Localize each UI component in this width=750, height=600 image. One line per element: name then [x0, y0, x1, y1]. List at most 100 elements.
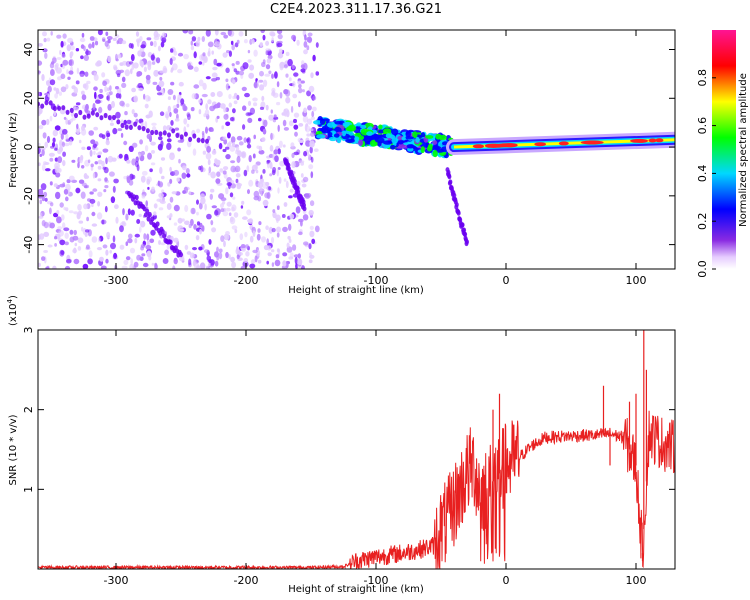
- spectrogram-noise-speck: [140, 220, 146, 228]
- spectrogram-noise-speck: [198, 109, 202, 115]
- spectrogram-noise-speck: [50, 31, 53, 36]
- spectrogram-noise-speck: [145, 200, 148, 207]
- spectrogram-noise-speck: [308, 128, 314, 132]
- spectrogram-noise-speck: [242, 105, 247, 111]
- spectrogram-noise-speck: [166, 142, 172, 150]
- spectrogram-noise-speck: [76, 67, 80, 75]
- spectrogram-noise-speck: [158, 80, 165, 88]
- spectrogram-x-ticks: -300 -200 -100 0 100: [104, 30, 647, 287]
- spectrogram-noise-speck: [191, 36, 197, 42]
- spectrogram-noise-speck: [202, 82, 207, 90]
- spectrogram-noise-speck: [66, 44, 72, 52]
- spectrogram-noise-speck: [67, 37, 74, 44]
- spectrogram-streak-mark: [124, 124, 129, 130]
- spectrogram-noise-speck: [270, 109, 273, 114]
- spectrogram-noise-speck: [135, 31, 140, 37]
- spectrogram-noise-speck: [243, 258, 249, 263]
- spectrogram-noise-speck: [255, 169, 259, 174]
- spectrogram-noise-speck: [251, 259, 256, 265]
- spectrogram-noise-speck: [77, 246, 82, 251]
- spectrogram-band-mark: [439, 134, 447, 141]
- spectrogram-noise-speck: [285, 96, 291, 104]
- spectrogram-noise-speck: [227, 132, 231, 139]
- spectrogram-noise-speck: [181, 172, 187, 179]
- spectrogram-noise-speck: [205, 152, 212, 160]
- snr-x-ticks: -300 -200 -100 0 100: [104, 330, 647, 587]
- spectrogram-noise-speck: [276, 248, 280, 253]
- spectrogram-streak-mark: [99, 115, 104, 121]
- spectrogram-band-mark: [345, 138, 355, 143]
- spectrogram-noise-speck: [306, 90, 312, 97]
- spectrogram-peak-mark: [648, 138, 657, 143]
- spectrogram-streak-mark: [40, 103, 45, 109]
- spectrogram-noise-speck: [225, 78, 229, 83]
- spectrogram-noise-speck: [189, 252, 195, 259]
- spectrogram-noise-speck: [133, 112, 138, 118]
- spectrogram-noise-speck: [146, 133, 152, 140]
- spectrogram-noise-speck: [312, 54, 316, 62]
- spectrogram-noise-speck: [213, 58, 218, 66]
- spectrogram-noise-speck: [290, 105, 294, 113]
- colorbar-tick-label: 0.8: [696, 69, 709, 87]
- spectrogram-noise-speck: [265, 104, 269, 111]
- spectrogram-noise-speck: [215, 178, 221, 184]
- spectrogram-noise-speck: [310, 171, 314, 179]
- spectrogram-noise-speck: [282, 252, 288, 257]
- spectrogram-noise-speck: [87, 258, 93, 265]
- spectrogram-noise-speck: [225, 207, 231, 212]
- spectrogram-streak-mark: [162, 130, 167, 136]
- spectrogram-noise-speck: [253, 81, 259, 89]
- spectrogram-noise-speck: [133, 62, 139, 69]
- spectrogram-noise-speck: [91, 41, 95, 49]
- spectrogram-noise-speck: [40, 147, 46, 151]
- spectrogram-noise-speck: [139, 139, 144, 145]
- spectrogram-noise-speck: [126, 119, 132, 125]
- spectrogram-noise-speck: [187, 113, 191, 121]
- spectrogram-noise-speck: [135, 156, 139, 163]
- spectrogram-noise-speck: [184, 220, 190, 226]
- spectrogram-noise-speck: [262, 34, 266, 41]
- spectrogram-noise-speck: [64, 265, 71, 269]
- spectrogram-band-mark: [390, 144, 396, 150]
- spectrogram-noise-speck: [177, 217, 183, 224]
- colorbar: 0.0 0.2 0.4 0.6 0.8 Normalized spectral ampl…: [696, 30, 749, 278]
- spectrogram-noise-speck: [62, 160, 66, 167]
- spectrogram-streak-mark: [454, 202, 459, 208]
- spectrogram-noise-speck: [136, 219, 141, 224]
- spectrogram-noise-speck: [97, 154, 101, 159]
- spectrogram-noise-speck: [281, 265, 288, 269]
- spectrogram-noise-speck: [188, 258, 192, 266]
- spectrogram-noise-speck: [130, 209, 135, 216]
- spectrogram-noise-speck: [112, 185, 116, 193]
- spectrogram-streak-mark: [463, 231, 468, 237]
- spectrogram-noise-speck: [173, 204, 180, 212]
- spectrogram-noise-speck: [218, 252, 223, 260]
- spectrogram-noise-speck: [85, 244, 90, 250]
- spectrogram-noise-speck: [97, 94, 104, 99]
- spectrogram-noise-speck: [176, 177, 180, 182]
- spectrogram-noise-speck: [265, 50, 268, 56]
- spectrogram-noise-speck: [105, 139, 110, 146]
- spectrogram-noise-speck: [50, 69, 55, 76]
- spectrogram-noise-speck: [140, 60, 144, 68]
- spectrogram-noise-speck: [121, 265, 128, 269]
- spectrogram-noise-speck: [270, 236, 275, 244]
- spectrogram-noise-speck: [54, 236, 58, 240]
- spectrogram-noise-speck: [65, 133, 69, 140]
- spectrogram-noise-speck: [186, 173, 191, 178]
- spectrogram-noise-speck: [207, 262, 211, 266]
- spectrogram-band-mark: [327, 122, 336, 128]
- spectrogram-noise-speck: [301, 183, 307, 188]
- spectrogram-noise-speck: [190, 207, 196, 215]
- spectrogram-noise-speck: [284, 108, 289, 114]
- spectrogram-noise-speck: [128, 145, 134, 152]
- spectrogram-noise-speck: [214, 41, 221, 47]
- spectrogram-noise-speck: [195, 40, 201, 48]
- spectrogram-noise-speck: [228, 254, 231, 260]
- spectrogram-noise-speck: [271, 37, 274, 43]
- spectrogram-noise-speck: [152, 81, 158, 85]
- spectrogram-noise-speck: [150, 54, 155, 61]
- spectrogram-noise-speck: [165, 111, 169, 115]
- spectrogram-noise-speck: [140, 44, 146, 49]
- spectrogram-noise-speck: [125, 213, 129, 221]
